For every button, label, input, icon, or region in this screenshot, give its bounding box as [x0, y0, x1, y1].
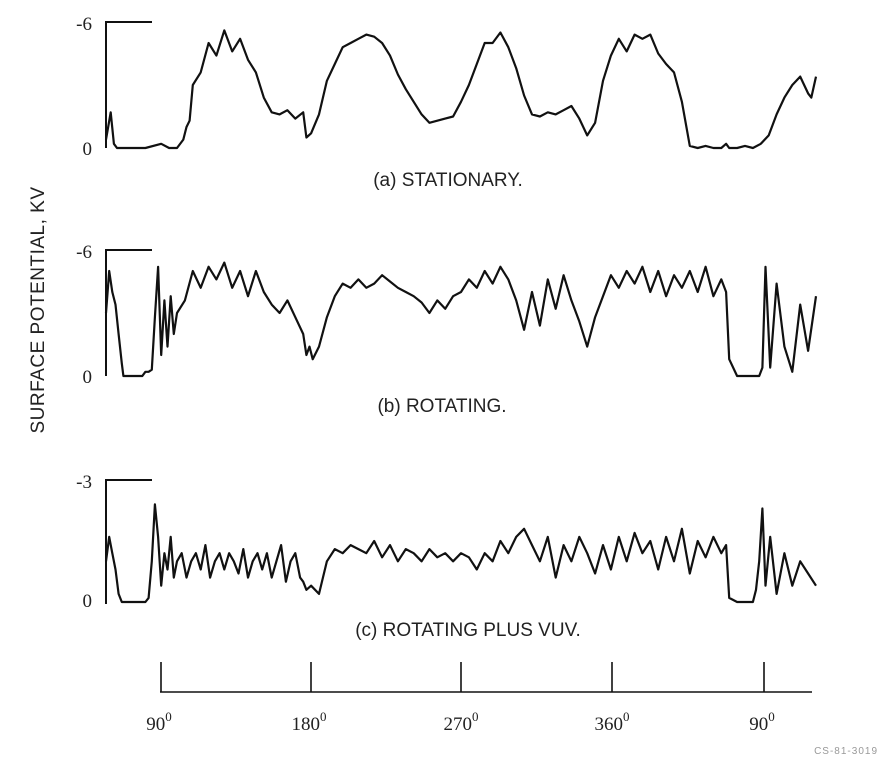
panel-rotating-plus-vuv: -3 0 (c) ROTATING PLUS VUV. [76, 472, 817, 641]
angle-tick-label: 900 [146, 709, 172, 735]
angle-tick-label: 3600 [595, 709, 630, 735]
y-axis-label: SURFACE POTENTIAL, KV [28, 187, 49, 434]
panel-rotating-ytick-top: -6 [76, 242, 92, 263]
panel-rotating-plus-vuv-series-line [104, 503, 817, 604]
panel-rotating-plus-vuv-ytick-zero: 0 [83, 591, 93, 612]
panel-stationary-series-line [104, 29, 818, 150]
angle-tick-label: 900 [749, 709, 775, 735]
panel-stationary-frame [105, 21, 152, 148]
panel-rotating-ytick-zero: 0 [83, 367, 93, 388]
panel-rotating-title: (b) ROTATING. [377, 396, 506, 417]
angle-tick-label: 2700 [444, 709, 479, 735]
panel-stationary-ytick-top: -6 [76, 14, 92, 35]
panel-rotating-plus-vuv-frame [105, 479, 152, 604]
panel-stationary-ytick-zero: 0 [83, 139, 93, 160]
figure-id-note: CS-81-3019 [814, 746, 878, 757]
panel-stationary: -6 0 (a) STATIONARY. [76, 14, 818, 191]
panel-rotating-plus-vuv-ytick-top: -3 [76, 472, 92, 493]
panel-rotating-series-line [104, 261, 818, 378]
panel-rotating-plus-vuv-title: (c) ROTATING PLUS VUV. [355, 620, 581, 641]
rotation-angle-axis: 900 1800 2700 3600 900 [146, 662, 812, 735]
panel-stationary-title: (a) STATIONARY. [373, 170, 523, 191]
angle-tick-label: 1800 [292, 709, 327, 735]
panel-rotating-frame [105, 249, 152, 376]
panel-rotating: -6 0 (b) ROTATING. [76, 242, 818, 417]
